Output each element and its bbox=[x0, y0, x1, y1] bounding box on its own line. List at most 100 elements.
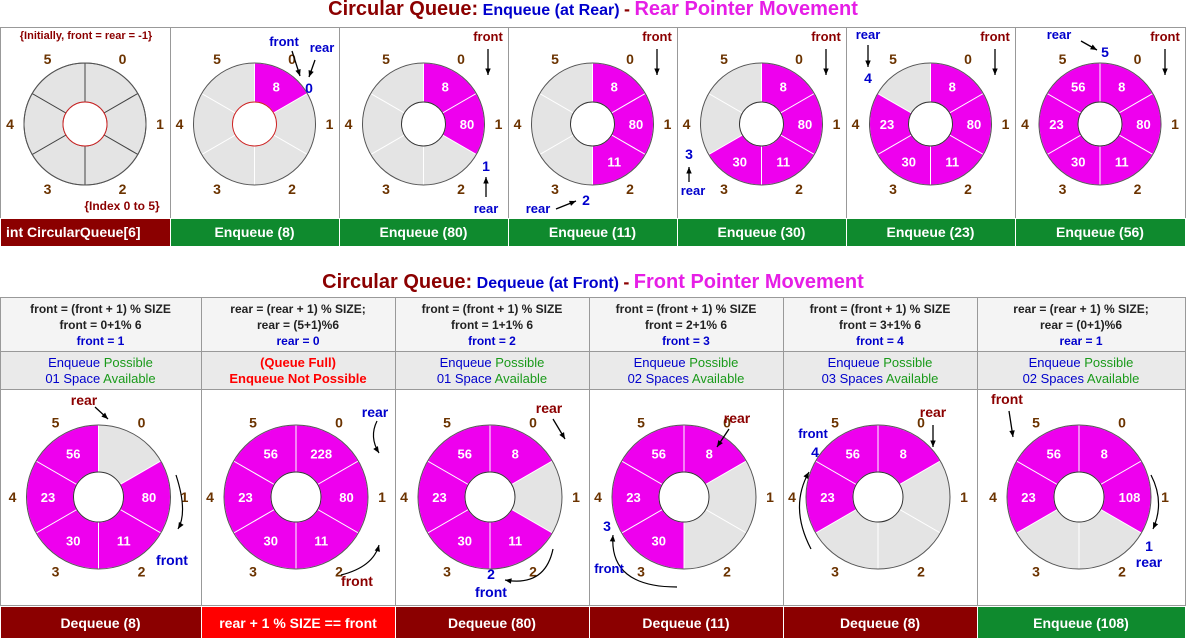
status-text: (Queue Full) bbox=[260, 355, 336, 370]
queue-value-1: 80 bbox=[798, 117, 812, 132]
queue-value-2: 11 bbox=[945, 155, 959, 170]
status-box bbox=[783, 351, 978, 390]
front-curve-arrow-head bbox=[374, 545, 380, 552]
queue-value-1: 80 bbox=[629, 117, 643, 132]
index-label-1: 1 bbox=[1002, 116, 1010, 132]
index-label-0: 0 bbox=[288, 51, 296, 67]
dequeue-panel-2: front = (front + 1) % SIZE front = 1+1% 6… bbox=[395, 297, 590, 639]
queue-value-5: 56 bbox=[1047, 446, 1061, 461]
queue-outline bbox=[26, 424, 171, 570]
formula-box bbox=[589, 297, 784, 352]
index-label-5: 5 bbox=[551, 51, 559, 67]
queue-value-2: 11 bbox=[607, 155, 621, 170]
rear-arrow-head bbox=[686, 167, 692, 174]
front-arrow-head bbox=[654, 68, 660, 75]
enqueue-title-highlight: Rear Pointer Movement bbox=[634, 0, 858, 20]
queue-value-0: 8 bbox=[706, 446, 713, 461]
index-label-3: 3 bbox=[637, 563, 645, 579]
index-label-1: 1 bbox=[495, 116, 503, 132]
index-label-0: 0 bbox=[1118, 415, 1126, 431]
formula-result: front = 1 bbox=[77, 334, 125, 348]
status-text: Enqueue bbox=[828, 355, 884, 370]
index-label-0: 0 bbox=[795, 51, 803, 67]
queue-value-0: 8 bbox=[512, 446, 519, 461]
front-pointer-label: front bbox=[156, 552, 188, 568]
front-curve-arrow bbox=[504, 548, 554, 582]
index-label-3: 3 bbox=[213, 181, 221, 197]
index-label-0: 0 bbox=[457, 51, 465, 67]
queue-outline bbox=[869, 62, 992, 186]
status-text: Available bbox=[495, 371, 548, 386]
queue-center-hole bbox=[908, 101, 953, 147]
index-label-1: 1 bbox=[766, 489, 774, 505]
dequeue-footer-label: Dequeue (8) bbox=[840, 615, 920, 631]
formula-line-1: front = (front + 1) % SIZE bbox=[810, 302, 951, 316]
enqueue-title-main: Circular Queue: bbox=[328, 0, 479, 20]
status-line-1: (Queue Full) bbox=[260, 355, 336, 370]
queue-value-0: 8 bbox=[611, 79, 618, 94]
index-label-2: 2 bbox=[288, 181, 296, 197]
dequeue-title-sub: Dequeue (at Front) bbox=[476, 275, 619, 292]
index-label-3: 3 bbox=[52, 563, 60, 579]
initial-note: {Initially, front = rear = -1} bbox=[20, 30, 153, 42]
pointer-index-0: 0 bbox=[305, 80, 313, 96]
queue-value-3: 30 bbox=[902, 155, 916, 170]
formula-line-2: rear = (5+1)%6 bbox=[257, 318, 339, 332]
index-label-5: 5 bbox=[889, 51, 897, 67]
queue-value-0: 8 bbox=[273, 79, 280, 94]
index-label-5: 5 bbox=[1032, 415, 1040, 431]
status-line-2: Enqueue Not Possible bbox=[229, 371, 366, 386]
status-text: Available bbox=[692, 371, 745, 386]
queue-value-3: 30 bbox=[652, 534, 666, 549]
queue-center-hole bbox=[232, 101, 277, 147]
dequeue-footer bbox=[589, 606, 784, 639]
index-label-3: 3 bbox=[889, 181, 897, 197]
queue-value-4: 23 bbox=[1021, 490, 1035, 505]
index-label-4: 4 bbox=[683, 116, 691, 132]
index-label-2: 2 bbox=[917, 563, 925, 579]
enqueue-footer bbox=[508, 218, 678, 247]
status-line-2: 01 Space Available bbox=[437, 371, 547, 386]
index-label-4: 4 bbox=[989, 489, 997, 505]
rear-index: 4 bbox=[864, 70, 872, 86]
index-label-3: 3 bbox=[44, 181, 52, 197]
status-text: Possible bbox=[104, 355, 153, 370]
enqueue-panel-3: 8 80 11 0 1 2 3 4 5 Enqueue (11) front rear 2 bbox=[508, 27, 678, 247]
queue-value-4: 23 bbox=[626, 490, 640, 505]
index-label-1: 1 bbox=[960, 489, 968, 505]
formula-line-2: front = 3+1% 6 bbox=[839, 318, 921, 332]
queue-outline bbox=[531, 62, 654, 186]
status-line-2: 03 Spaces Available bbox=[822, 371, 939, 386]
index-label-2: 2 bbox=[626, 181, 634, 197]
queue-value-3: 30 bbox=[264, 534, 278, 549]
dequeue-footer-label: Dequeue (8) bbox=[60, 615, 140, 631]
index-label-2: 2 bbox=[1134, 181, 1142, 197]
index-label-3: 3 bbox=[1059, 181, 1067, 197]
index-label-5: 5 bbox=[52, 415, 60, 431]
status-line-2: 01 Space Available bbox=[45, 371, 155, 386]
queue-value-2: 11 bbox=[776, 155, 790, 170]
dequeue-footer-label: Dequeue (80) bbox=[448, 615, 536, 631]
index-label-5: 5 bbox=[213, 51, 221, 67]
queue-value-3: 30 bbox=[458, 534, 472, 549]
status-box bbox=[395, 351, 590, 390]
formula-box bbox=[201, 297, 396, 352]
index-label-0: 0 bbox=[917, 415, 925, 431]
formula-box bbox=[0, 297, 202, 352]
enqueue-footer-label: Enqueue (11) bbox=[549, 224, 636, 240]
index-label-5: 5 bbox=[720, 51, 728, 67]
queue-value-1: 80 bbox=[339, 490, 353, 505]
index-label-1: 1 bbox=[1171, 116, 1179, 132]
queue-value-4: 23 bbox=[820, 490, 834, 505]
enqueue-panel-4: 8 80 11 30 0 1 2 3 4 5 Enqueue (30) front rear 3 bbox=[677, 27, 847, 247]
index-label-1: 1 bbox=[833, 116, 841, 132]
rear-pointer-label: rear bbox=[856, 27, 881, 42]
enqueue-footer-label: Enqueue (80) bbox=[380, 224, 468, 240]
enqueue-footer bbox=[1015, 218, 1186, 247]
index-label-1: 1 bbox=[664, 116, 672, 132]
front-index: 3 bbox=[603, 518, 611, 534]
queue-value-2: 11 bbox=[1115, 155, 1129, 170]
index-label-4: 4 bbox=[6, 116, 14, 132]
